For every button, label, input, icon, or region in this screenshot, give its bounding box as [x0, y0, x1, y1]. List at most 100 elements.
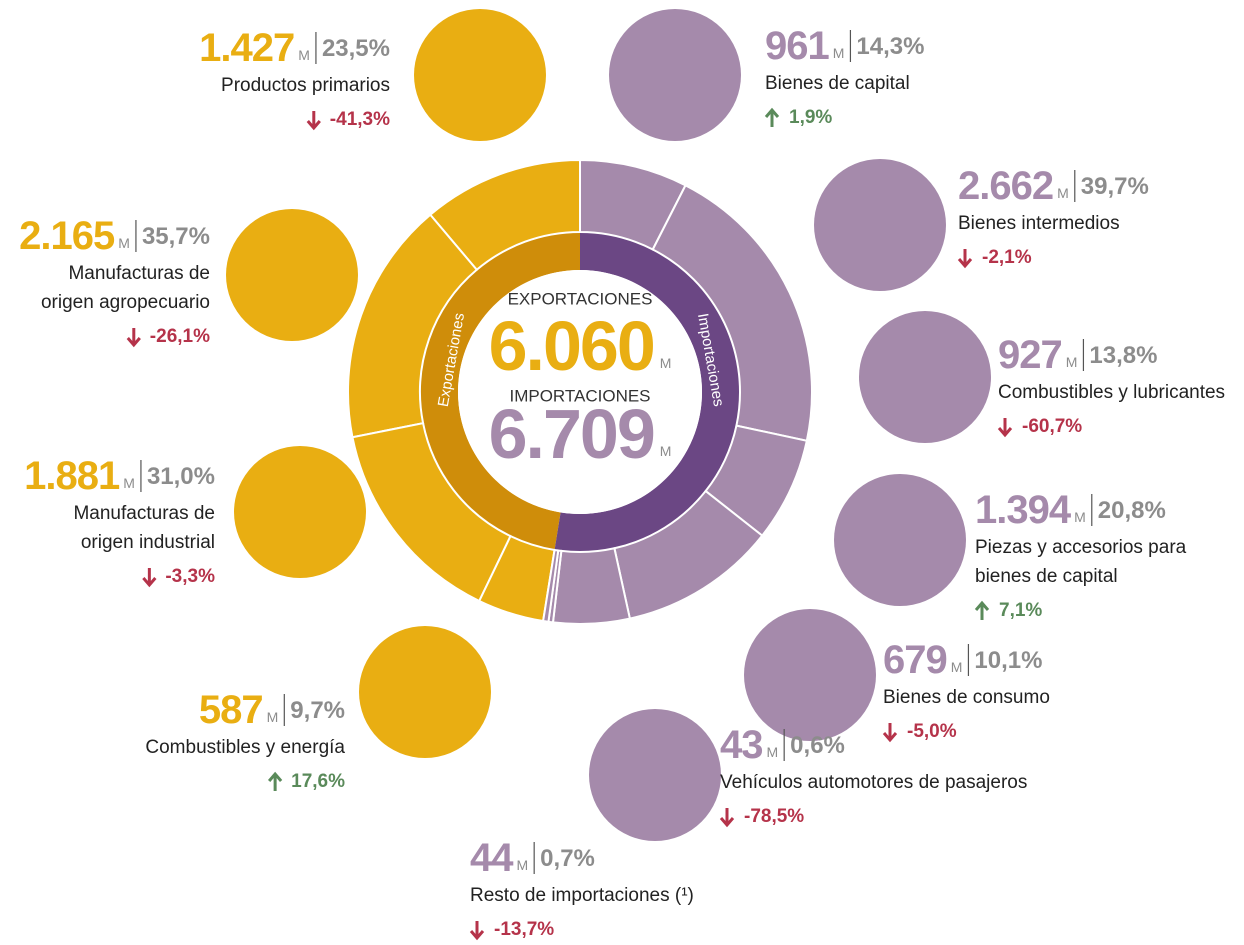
item-name: Manufacturas de — [73, 503, 215, 524]
value-line: 1.427 M 23,5% — [199, 26, 390, 70]
share: 9,7% — [290, 697, 345, 724]
share: 20,8% — [1098, 497, 1166, 524]
share: 31,0% — [147, 463, 215, 490]
value-line: 679 M 10,1% — [883, 638, 1042, 682]
change-arrow — [126, 328, 141, 348]
change-arrow — [764, 107, 780, 127]
item-name: Vehículos automotores de pasajeros — [720, 772, 1027, 793]
item-name: Combustibles y lubricantes — [998, 382, 1225, 403]
change: 1,9% — [789, 107, 832, 128]
share: 39,7% — [1081, 173, 1149, 200]
change-arrow — [267, 771, 283, 791]
total-value: 6.060 M — [489, 307, 672, 385]
share: 13,8% — [1089, 342, 1157, 369]
icon-circle — [859, 311, 991, 443]
change-arrow — [974, 600, 990, 620]
unit: M — [1066, 354, 1078, 370]
unit: M — [517, 857, 529, 873]
total-label: IMPORTACIONES — [509, 386, 650, 405]
item-name: Piezas y accesorios para — [975, 537, 1187, 558]
item-name: Combustibles y energía — [145, 737, 345, 758]
change: 17,6% — [291, 771, 345, 792]
total-number: 6.060 — [489, 307, 654, 385]
item-name: Bienes intermedios — [958, 213, 1120, 234]
inner-ring — [554, 232, 740, 552]
icon-circle — [814, 159, 946, 291]
icon-circle — [834, 474, 966, 606]
share: 0,6% — [790, 732, 845, 759]
unit: M — [298, 47, 310, 63]
value-line: 587 M 9,7% — [199, 688, 345, 732]
value-line: 927 M 13,8% — [998, 333, 1157, 377]
change: -60,7% — [1022, 416, 1082, 437]
change: 7,1% — [999, 600, 1042, 621]
value-line: 2.662 M 39,7% — [958, 164, 1149, 208]
ring-segment — [541, 548, 560, 623]
change-arrow — [142, 568, 157, 588]
icon-circle — [744, 609, 876, 741]
ring-segment — [351, 422, 512, 603]
change-arrow — [719, 808, 735, 828]
value-line: 43 M 0,6% — [720, 723, 845, 767]
value: 961 — [765, 24, 829, 68]
share: 35,7% — [142, 223, 210, 250]
inner-ring — [419, 232, 580, 550]
unit: M — [951, 659, 963, 675]
change-arrow — [957, 249, 973, 269]
change: -5,0% — [907, 721, 957, 742]
change: -3,3% — [165, 566, 215, 587]
unit: M — [660, 443, 672, 459]
icon-circle — [359, 626, 491, 758]
share: 10,1% — [974, 647, 1042, 674]
unit: M — [267, 709, 279, 725]
ring-segment — [347, 213, 479, 439]
value: 1.427 — [199, 26, 294, 70]
share: 14,3% — [856, 33, 924, 60]
item-name: origen industrial — [81, 532, 215, 553]
change: -13,7% — [494, 919, 554, 940]
unit: M — [1057, 185, 1069, 201]
icon-circle — [609, 9, 741, 141]
change: -78,5% — [744, 806, 804, 827]
ring-segment — [477, 534, 556, 623]
unit: M — [833, 45, 845, 61]
value: 679 — [883, 638, 947, 682]
icon-circle — [589, 709, 721, 841]
icon-circle — [226, 209, 358, 341]
total-label: EXPORTACIONES — [508, 289, 653, 308]
unit: M — [660, 355, 672, 371]
total-number: 6.709 — [489, 395, 654, 473]
value: 587 — [199, 688, 263, 732]
value: 1.881 — [24, 454, 120, 498]
item-name: Bienes de capital — [765, 73, 910, 94]
item-name: Resto de importaciones (¹) — [470, 885, 694, 906]
icon-circle — [234, 446, 366, 578]
change: -41,3% — [330, 109, 390, 130]
center — [458, 270, 702, 514]
value: 1.394 — [975, 488, 1072, 532]
value: 927 — [998, 333, 1062, 377]
share: 0,7% — [540, 845, 595, 872]
value: 43 — [720, 723, 763, 767]
item-name: bienes de capital — [975, 566, 1118, 587]
change: -2,1% — [982, 247, 1032, 268]
value-line: 2.165 M 35,7% — [19, 214, 210, 258]
item-name: Manufacturas de — [68, 263, 210, 284]
value-line: 44 M 0,7% — [470, 836, 595, 880]
unit: M — [767, 744, 779, 760]
value: 2.165 — [19, 214, 115, 258]
icon-circle — [414, 9, 546, 141]
change-arrow — [469, 921, 485, 941]
unit: M — [123, 475, 135, 491]
change-arrow — [306, 111, 321, 131]
item-name: origen agropecuario — [41, 292, 210, 313]
share: 23,5% — [322, 35, 390, 62]
item-name: Productos primarios — [221, 75, 390, 96]
value-line: 1.881 M 31,0% — [24, 454, 215, 498]
value-line: 961 M 14,3% — [765, 24, 924, 68]
unit: M — [1074, 509, 1086, 525]
change: -26,1% — [150, 326, 210, 347]
change-arrow — [997, 418, 1013, 438]
total-value: 6.709 M — [489, 395, 672, 473]
